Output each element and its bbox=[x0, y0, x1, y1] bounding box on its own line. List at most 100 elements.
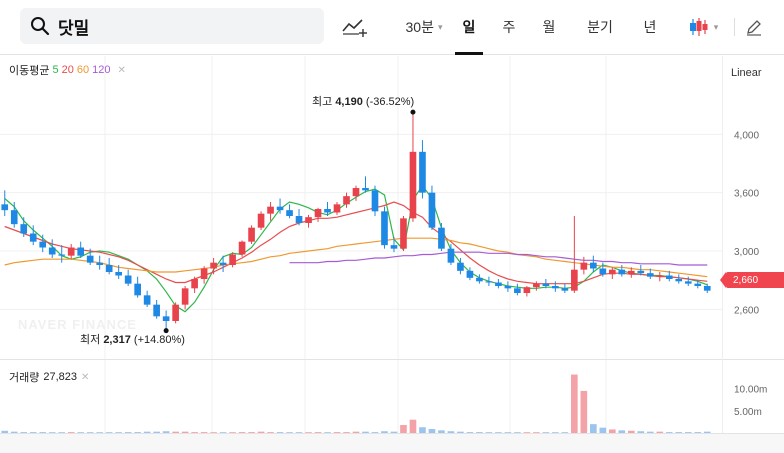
volume-bar bbox=[10, 431, 18, 433]
volume-tick-label: 5.00m bbox=[734, 407, 762, 418]
volume-legend[interactable]: 거래량 27,823 ✕ bbox=[9, 369, 89, 385]
moving-average-legend[interactable]: 이동평균 5 20 60 120 ✕ bbox=[9, 62, 126, 78]
tab-period-week[interactable]: 주 bbox=[495, 13, 523, 41]
candle-body bbox=[599, 268, 607, 275]
candle-body bbox=[656, 275, 664, 277]
candle-body bbox=[608, 269, 616, 275]
candle-body bbox=[476, 277, 483, 282]
candle-body bbox=[181, 288, 189, 305]
volume-bar bbox=[523, 432, 531, 433]
volume-bars bbox=[1, 374, 711, 433]
volume-bar bbox=[96, 432, 104, 433]
candle-body bbox=[343, 196, 350, 205]
candle-body bbox=[172, 304, 179, 321]
price-axis-labels: 4,000 3,600 3,000 2,600 bbox=[734, 130, 759, 316]
candle-body bbox=[324, 209, 331, 213]
candle-body bbox=[143, 295, 151, 305]
indicator-trend-icon bbox=[342, 19, 367, 37]
volume-bar bbox=[447, 431, 455, 433]
volume-bar bbox=[229, 432, 236, 433]
candle-body bbox=[665, 275, 673, 279]
candle-body bbox=[523, 287, 531, 293]
volume-bar bbox=[618, 430, 626, 433]
tab-period-day[interactable]: 일 bbox=[455, 13, 483, 41]
candle-body bbox=[295, 216, 303, 223]
volume-bar bbox=[627, 430, 635, 433]
volume-bar bbox=[438, 430, 445, 433]
volume-bar bbox=[200, 432, 208, 433]
tab-period-label: 일 bbox=[462, 19, 476, 35]
volume-bar bbox=[552, 432, 559, 433]
candle-body bbox=[533, 283, 540, 288]
candle-body bbox=[400, 218, 407, 249]
candle-body bbox=[571, 269, 578, 291]
candle-body bbox=[86, 255, 94, 263]
close-icon[interactable]: ✕ bbox=[117, 64, 126, 76]
volume-bar bbox=[694, 432, 702, 433]
volume-bar bbox=[381, 431, 388, 433]
price-tick-label: 3,000 bbox=[734, 247, 759, 258]
candle-body bbox=[1, 204, 9, 211]
tab-period-label: 월 bbox=[542, 19, 556, 35]
volume-bar bbox=[86, 432, 94, 433]
volume-bar bbox=[409, 419, 417, 433]
price-tick-label: 4,000 bbox=[734, 130, 759, 141]
candle-body bbox=[580, 262, 588, 270]
stock-search-box[interactable]: 닷밀 bbox=[20, 8, 324, 44]
price-tick-label: 3,600 bbox=[734, 189, 759, 200]
chart-grid bbox=[0, 56, 722, 433]
candle-body bbox=[495, 282, 502, 286]
volume-bar bbox=[286, 432, 293, 433]
current-price-value: 2,660 bbox=[733, 274, 759, 286]
scale-mode-toggle[interactable]: Linear bbox=[731, 67, 762, 79]
low-percent: (+14.80%) bbox=[133, 334, 185, 346]
tab-period-year[interactable]: 년 bbox=[636, 13, 664, 41]
candle-body bbox=[419, 151, 426, 193]
volume-bar bbox=[665, 432, 673, 433]
interval-select[interactable]: 30분 ▾ bbox=[398, 13, 450, 41]
volume-bar bbox=[599, 427, 607, 433]
candle-body bbox=[134, 283, 141, 296]
tab-period-quarter[interactable]: 분기 bbox=[580, 13, 620, 41]
volume-axis-labels: 10.00m 5.00m bbox=[734, 385, 767, 418]
candle-body bbox=[39, 241, 47, 248]
candle-body bbox=[48, 247, 56, 255]
candle-body bbox=[10, 210, 18, 225]
extreme-markers bbox=[163, 109, 416, 334]
volume-bar bbox=[514, 432, 521, 433]
candle-body bbox=[162, 316, 170, 321]
candle-body bbox=[371, 190, 379, 212]
naver-finance-watermark: NAVER FINANCE bbox=[18, 317, 137, 332]
candle-body bbox=[552, 286, 559, 289]
candle-body bbox=[390, 245, 398, 249]
volume-bar bbox=[77, 432, 85, 433]
volume-bar bbox=[561, 432, 569, 433]
candle-body bbox=[115, 272, 122, 276]
volume-bar bbox=[457, 431, 464, 433]
search-icon bbox=[31, 17, 50, 36]
chart-type-select[interactable]: ▾ bbox=[680, 13, 726, 41]
tab-period-month[interactable]: 월 bbox=[535, 13, 563, 41]
search-query[interactable]: 닷밀 bbox=[58, 18, 90, 38]
volume-bar bbox=[485, 432, 493, 433]
candle-body bbox=[684, 281, 692, 284]
close-icon[interactable]: ✕ bbox=[81, 371, 90, 383]
volume-bar bbox=[1, 430, 9, 433]
volume-bar bbox=[476, 432, 483, 433]
high-annotation: 최고 4,190 (-36.52%) bbox=[312, 93, 414, 109]
ma-120-label: 120 bbox=[92, 64, 111, 76]
add-indicator-button[interactable] bbox=[338, 13, 370, 41]
volume-bar bbox=[105, 432, 113, 433]
volume-bar bbox=[29, 432, 37, 433]
candle-body bbox=[267, 206, 274, 214]
volume-bar bbox=[466, 432, 474, 433]
drawing-tool-button[interactable] bbox=[740, 13, 768, 41]
candle-body bbox=[29, 233, 37, 242]
candle-body bbox=[627, 270, 635, 275]
volume-bar bbox=[703, 431, 711, 433]
candle-body bbox=[276, 206, 284, 211]
date-axis bbox=[0, 433, 784, 453]
volume-bar bbox=[20, 432, 28, 433]
volume-bar bbox=[219, 432, 227, 433]
